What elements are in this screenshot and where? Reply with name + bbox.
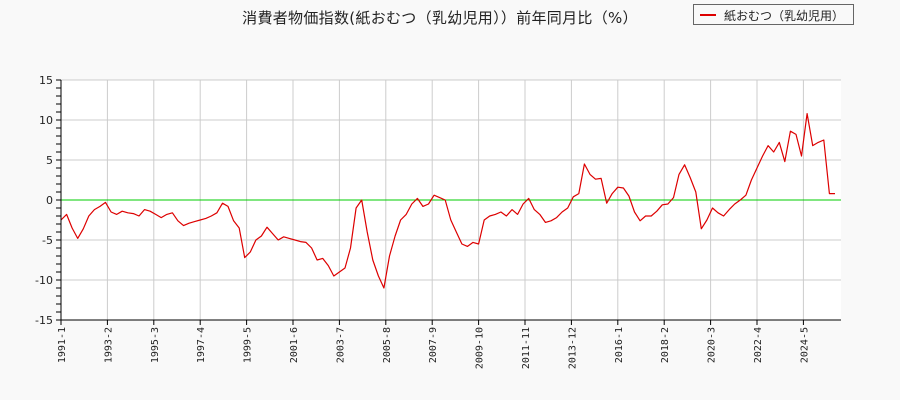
x-tick-label: 1995-3 bbox=[150, 327, 161, 363]
x-tick-label: 1999-5 bbox=[243, 327, 254, 363]
chart-title: 消費者物価指数(紙おむつ（乳幼児用））前年同月比（%） bbox=[242, 9, 638, 27]
x-tick-label: 2005-8 bbox=[382, 327, 393, 363]
series-line bbox=[60, 112, 835, 289]
x-tick-label: 2011-11 bbox=[521, 327, 532, 369]
legend-swatch bbox=[700, 14, 716, 16]
legend-label: 紙おむつ（乳幼児用） bbox=[724, 9, 845, 23]
x-tick-label: 2018-2 bbox=[660, 327, 671, 363]
x-tick-label: 1997-4 bbox=[196, 327, 207, 363]
x-tick-label: 2013-12 bbox=[567, 327, 578, 369]
y-tick-label: -5 bbox=[42, 234, 53, 247]
x-tick-label: 2001-6 bbox=[289, 327, 300, 363]
y-tick-label: 15 bbox=[39, 74, 53, 87]
x-tick-label: 2009-10 bbox=[475, 327, 486, 369]
y-tick-label: 0 bbox=[46, 194, 53, 207]
legend: 紙おむつ（乳幼児用） bbox=[693, 4, 854, 25]
x-tick-label: 2003-7 bbox=[335, 327, 346, 363]
x-tick-label: 1993-2 bbox=[103, 327, 114, 363]
x-tick-label: 1991-1 bbox=[57, 327, 68, 363]
axes bbox=[56, 79, 841, 325]
y-tick-label: 5 bbox=[46, 154, 53, 167]
x-tick-label: 2022-4 bbox=[753, 327, 764, 363]
x-tick-label: 2007-9 bbox=[428, 327, 439, 363]
x-axis-ticks: 1991-1 1993-2 1995-3 1997-4 1999-5 2001-6 2003… bbox=[57, 327, 810, 369]
y-axis-ticks: 15 10 5 0 -5 -10 -15 bbox=[35, 74, 53, 327]
y-tick-label: 10 bbox=[39, 114, 53, 127]
x-tick-label: 2016-1 bbox=[614, 327, 625, 363]
x-tick-label: 2020-3 bbox=[707, 327, 718, 363]
x-tick-label: 2024-5 bbox=[799, 327, 810, 363]
y-tick-label: -10 bbox=[35, 274, 53, 287]
y-tick-label: -15 bbox=[35, 314, 53, 327]
